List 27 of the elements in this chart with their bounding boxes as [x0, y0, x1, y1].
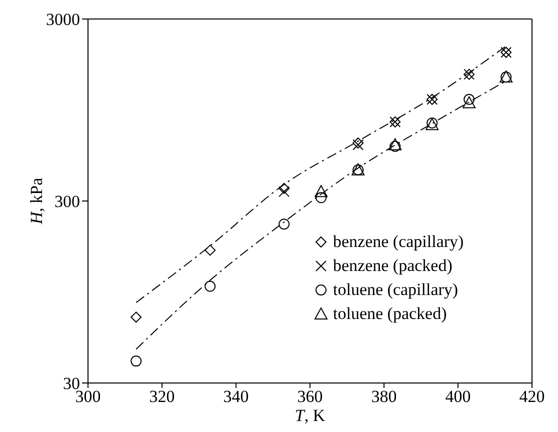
x-tick-label: 400: [445, 387, 471, 406]
point: [204, 280, 216, 292]
point: [278, 218, 290, 230]
x-tick-label: 380: [371, 387, 397, 406]
point: [316, 192, 327, 204]
x-tick-label: 340: [223, 387, 249, 406]
x-tick-label: 320: [149, 387, 175, 406]
x-axis-title: T, K: [294, 406, 326, 425]
legend-label: toluene (packed): [333, 304, 447, 324]
y-tick-label: 300: [54, 192, 80, 212]
x-tick-label: 420: [519, 387, 545, 406]
y-axis-title: H, kPa: [27, 177, 46, 226]
point: [278, 186, 290, 198]
point: [388, 138, 402, 150]
point: [278, 182, 290, 194]
legend-label: toluene (capillary): [333, 280, 458, 300]
point: [130, 356, 142, 367]
legend-label: benzene (capillary): [333, 232, 464, 252]
legend-label: benzene (packed): [333, 256, 452, 276]
point: [464, 94, 475, 105]
y-tick-label: 3000: [46, 10, 80, 30]
x-tick-label: 360: [297, 387, 323, 406]
point: [462, 96, 476, 108]
point: [390, 140, 401, 152]
point: [204, 244, 216, 256]
point: [130, 312, 142, 323]
point: [314, 185, 328, 198]
